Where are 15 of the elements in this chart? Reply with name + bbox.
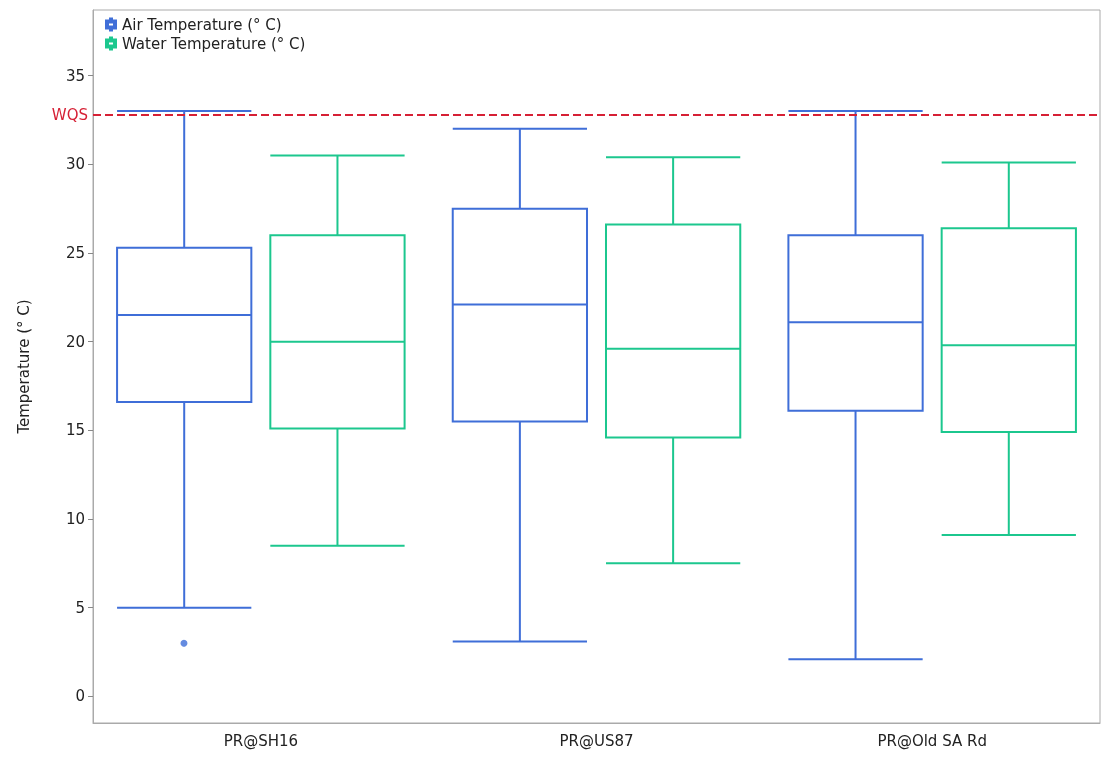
y-tick-label: 10	[65, 510, 85, 529]
y-tick-label: 0	[75, 687, 85, 706]
y-tick-label: 25	[65, 243, 85, 262]
y-tick-label: 30	[65, 155, 85, 174]
ref-line-label: WQS	[51, 105, 88, 124]
y-tick-label: 20	[65, 332, 85, 351]
y-axis-title: Temperature (° C)	[14, 299, 33, 435]
x-tick-label: PR@US87	[559, 731, 634, 750]
legend-label: Water Temperature (° C)	[122, 34, 306, 53]
y-tick-label: 35	[65, 66, 85, 85]
y-tick-label: 15	[65, 421, 85, 440]
legend-label: Air Temperature (° C)	[122, 15, 282, 34]
x-tick-label: PR@SH16	[223, 731, 299, 750]
y-tick-label: 5	[75, 598, 85, 617]
x-tick-label: PR@Old SA Rd	[877, 731, 987, 750]
